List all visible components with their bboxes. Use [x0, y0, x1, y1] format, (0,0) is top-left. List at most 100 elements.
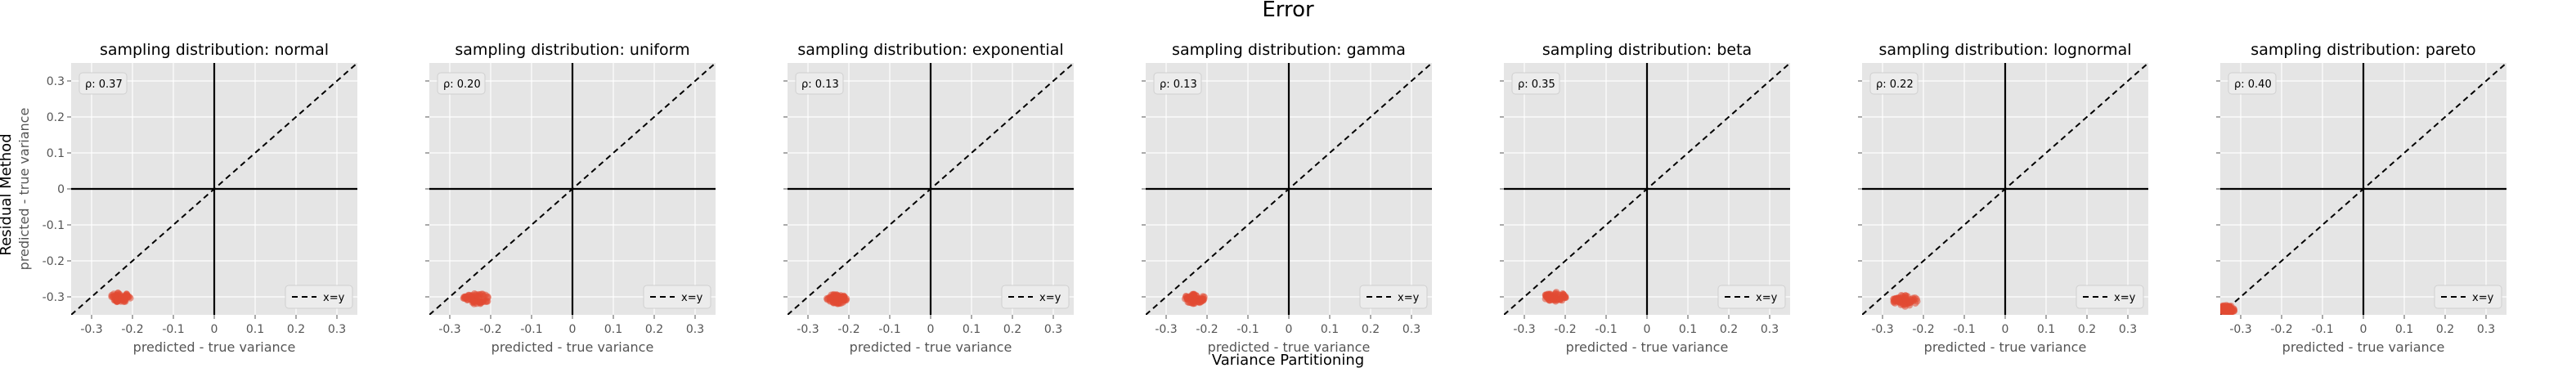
x-tick-label: 0 — [569, 323, 577, 336]
x-tick-label: -0.1 — [1595, 323, 1617, 336]
correlation-annotation: ρ: 0.13 — [801, 79, 839, 91]
x-tick-label: 0.2 — [287, 323, 305, 336]
x-tick-label: -0.2 — [2270, 323, 2292, 336]
panel-title: sampling distribution: pareto — [2251, 41, 2475, 59]
x-tick-label: 0.3 — [686, 323, 704, 336]
panel-title: sampling distribution: uniform — [455, 41, 689, 59]
legend-label: x=y — [1756, 292, 1778, 304]
scatter-point — [2220, 303, 2225, 312]
correlation-annotation: ρ: 0.13 — [1160, 79, 1197, 91]
panel-2: -0.3 -0.2 -0.1 0 0.1 0.2 0.3 ρ: 0.20 x=y sampling… — [425, 41, 716, 355]
x-tick-label: 0.3 — [1761, 323, 1779, 336]
x-tick-label: -0.2 — [1912, 323, 1934, 336]
scatter-point — [468, 293, 475, 300]
x-tick-label: 0.2 — [2078, 323, 2096, 336]
x-tick-label: 0.2 — [2436, 323, 2454, 336]
y-tick-label: -0.2 — [43, 255, 65, 268]
scatter-point — [1548, 294, 1555, 301]
x-axis-label: predicted - true variance — [1566, 339, 1729, 355]
scatter-points — [823, 290, 850, 307]
x-tick-label: -0.2 — [837, 323, 859, 336]
x-axis-label: predicted - true variance — [133, 339, 296, 355]
scatter-point — [2230, 306, 2237, 313]
x-tick-label: -0.1 — [520, 323, 542, 336]
x-tick-label: 0 — [1286, 323, 1293, 336]
panel-6: -0.3 -0.2 -0.1 0 0.1 0.2 0.3 ρ: 0.22 x=y sampling… — [1858, 41, 2148, 355]
x-tick-label: 0.1 — [1321, 323, 1339, 336]
x-tick-label: 0.3 — [1044, 323, 1062, 336]
x-tick-label: 0.1 — [963, 323, 981, 336]
x-tick-label: -0.3 — [438, 323, 460, 336]
annotation-box — [1153, 72, 1202, 95]
y-tick-label: -0.1 — [43, 219, 65, 232]
correlation-annotation: ρ: 0.22 — [1876, 79, 1914, 91]
x-tick-label: 0.1 — [2037, 323, 2055, 336]
panel-title: sampling distribution: gamma — [1172, 41, 1406, 59]
figure-title: Error — [1262, 0, 1314, 22]
annotation-box — [795, 72, 844, 95]
x-tick-label: -0.1 — [2311, 323, 2333, 336]
scatter-point — [835, 292, 842, 300]
x-tick-label: 0.3 — [328, 323, 346, 336]
x-tick-label: -0.2 — [479, 323, 501, 336]
x-tick-label: -0.3 — [797, 323, 819, 336]
y-tick-label: 0.1 — [47, 147, 65, 160]
scatter-point — [120, 295, 128, 303]
identity-line — [1146, 63, 1432, 315]
x-tick-label: 0.3 — [2119, 323, 2137, 336]
panel-7: -0.3 -0.2 -0.1 0 0.1 0.2 0.3 ρ: 0.40 x=y sampling… — [2216, 41, 2506, 355]
scatter-point — [1185, 298, 1193, 307]
correlation-annotation: ρ: 0.35 — [1518, 79, 1555, 91]
panel-title: sampling distribution: lognormal — [1878, 41, 2131, 59]
annotation-box — [1511, 72, 1560, 95]
x-tick-label: -0.2 — [121, 323, 143, 336]
legend-box — [1717, 285, 1786, 309]
identity-line — [788, 63, 1074, 315]
x-tick-label: -0.3 — [80, 323, 102, 336]
x-tick-label: 0.1 — [604, 323, 622, 336]
x-tick-label: -0.2 — [1196, 323, 1218, 336]
scatter-point — [1199, 296, 1207, 304]
correlation-annotation: ρ: 0.37 — [85, 79, 123, 91]
x-tick-label: -0.2 — [1554, 323, 1576, 336]
identity-line — [2220, 63, 2506, 315]
x-tick-label: 0 — [1644, 323, 1651, 336]
x-tick-label: 0 — [2002, 323, 2009, 336]
legend-label: x=y — [681, 292, 703, 304]
x-tick-label: 0.1 — [246, 323, 264, 336]
x-tick-label: 0.2 — [1362, 323, 1380, 336]
figure-xlabel: Variance Partitioning — [1212, 352, 1364, 368]
legend-box — [643, 285, 711, 309]
x-tick-label: 0.1 — [2395, 323, 2413, 336]
x-tick-label: -0.1 — [1236, 323, 1259, 336]
y-tick-label: 0.3 — [47, 75, 65, 88]
scatter-points — [460, 290, 491, 307]
legend-label: x=y — [1398, 292, 1420, 304]
panel-title: sampling distribution: exponential — [797, 41, 1063, 59]
annotation-box — [79, 72, 128, 95]
legend-box — [2076, 285, 2144, 309]
y-tick-label: -0.3 — [43, 291, 65, 304]
scatter-points — [1542, 289, 1569, 305]
panel-title: sampling distribution: normal — [100, 41, 329, 59]
identity-line — [71, 63, 357, 315]
legend-box — [285, 285, 353, 309]
panels: -0.3 -0.2 -0.1 0 0.1 0.2 0.3 -0.3 -0.2 -0.1 0 0.1 0.… — [16, 41, 2506, 355]
identity-line — [1862, 63, 2148, 315]
annotation-box — [1869, 72, 1919, 95]
scatter-point — [109, 293, 117, 301]
x-tick-label: 0 — [2360, 323, 2367, 336]
figure-ylabel: Residual Method — [0, 133, 15, 255]
y-tick-label: 0 — [57, 183, 65, 196]
scatter-point — [2224, 304, 2231, 312]
panel-1: -0.3 -0.2 -0.1 0 0.1 0.2 0.3 -0.3 -0.2 -0.1 0 0.1 0.… — [16, 41, 357, 355]
scatter-points — [1890, 292, 1921, 310]
x-tick-label: -0.3 — [1513, 323, 1535, 336]
scatter-point — [114, 296, 122, 304]
x-axis-label: predicted - true variance — [491, 339, 654, 355]
scatter-point — [1192, 292, 1200, 299]
x-tick-label: -0.3 — [1871, 323, 1893, 336]
scatter-point — [461, 293, 469, 301]
x-axis-label: predicted - true variance — [1924, 339, 2087, 355]
legend-box — [1359, 285, 1428, 309]
